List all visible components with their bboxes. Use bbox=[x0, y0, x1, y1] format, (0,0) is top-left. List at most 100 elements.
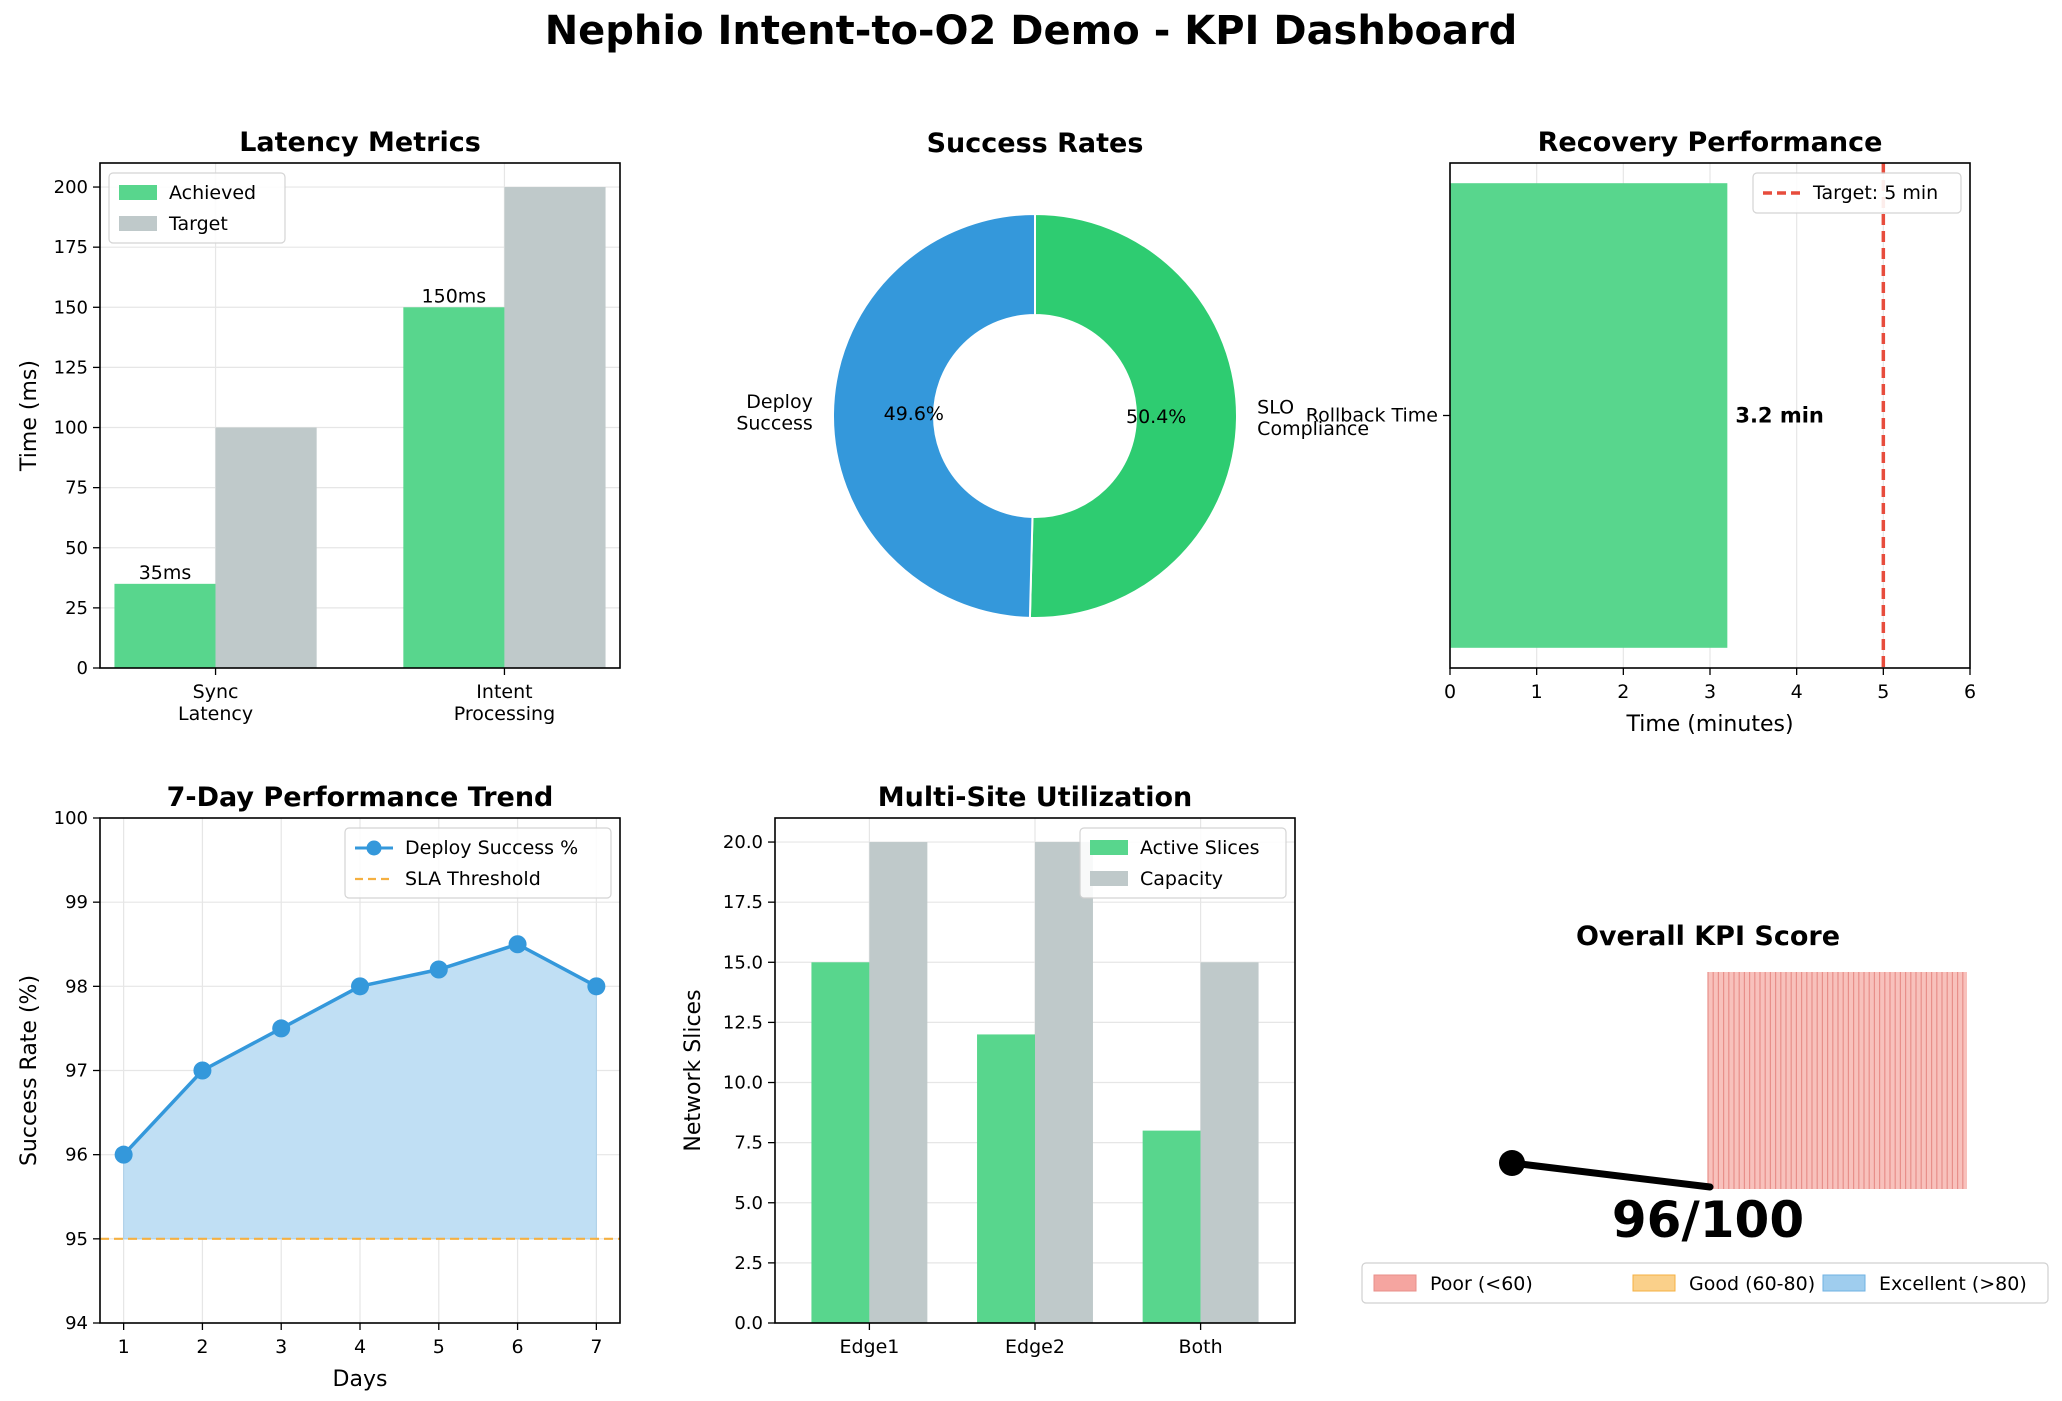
y-axis-label: Time (ms) bbox=[17, 360, 42, 472]
pie-pct-label: 50.4% bbox=[1126, 406, 1186, 428]
chart-latency-metrics: 0 25 50 75 100 125 150 175 200 35ms 150ms Sync Laten… bbox=[17, 127, 621, 725]
chart-title: Overall KPI Score bbox=[1576, 921, 1840, 952]
x-tick-label: 5 bbox=[433, 1336, 445, 1358]
chart-multi-site-utilization: 0.0 2.5 5.0 7.5 10.0 12.5 15.0 17.5 20.0 Edge1 Edg… bbox=[681, 782, 1296, 1358]
x-tick-label: 0 bbox=[1444, 681, 1456, 703]
bar-achieved bbox=[114, 583, 216, 668]
pie-slice-1 bbox=[832, 212, 1036, 619]
legend-label-1: Good (60-80) bbox=[1689, 1273, 1815, 1295]
bar-target bbox=[215, 427, 317, 668]
y-tick-label: 50 bbox=[65, 538, 88, 559]
x-tick-label: 2 bbox=[1617, 681, 1629, 703]
y-tick-label: 20.0 bbox=[723, 832, 763, 853]
bar-capacity bbox=[869, 842, 928, 1323]
x-tick-label: 4 bbox=[1791, 681, 1803, 703]
y-tick-label: 10.0 bbox=[723, 1073, 763, 1094]
x-tick-label: 4 bbox=[354, 1336, 366, 1358]
pie-slice-label: SLO Compliance bbox=[1257, 396, 1369, 440]
legend-box bbox=[1361, 1262, 2049, 1304]
y-tick-label: 12.5 bbox=[723, 1012, 763, 1033]
bar-active-slices bbox=[811, 962, 870, 1323]
chart-title: Latency Metrics bbox=[239, 127, 481, 158]
pie-pct-label: 49.6% bbox=[884, 403, 944, 425]
legend-swatch-0 bbox=[119, 185, 157, 200]
legend-marker-0 bbox=[366, 840, 382, 856]
y-tick-label: 25 bbox=[65, 598, 88, 619]
chart-title: Multi-Site Utilization bbox=[878, 782, 1193, 813]
y-tick-label: 98 bbox=[65, 976, 88, 997]
x-tick-label: 3 bbox=[275, 1336, 287, 1358]
legend-label-0: Poor (<60) bbox=[1430, 1273, 1533, 1295]
trend-point bbox=[587, 977, 606, 996]
y-tick-label: 2.5 bbox=[734, 1253, 763, 1274]
x-tick-label: 3 bbox=[1704, 681, 1716, 703]
x-tick-label: 7 bbox=[590, 1336, 602, 1358]
bar-data-label: 35ms bbox=[139, 562, 192, 584]
chart-title: Recovery Performance bbox=[1538, 127, 1883, 158]
trend-point bbox=[114, 1145, 133, 1164]
legend-label-0: Deploy Success % bbox=[405, 837, 578, 859]
x-tick-label: 5 bbox=[1877, 681, 1889, 703]
y-tick-label: Rollback Time bbox=[1306, 405, 1438, 427]
y-tick-label: 17.5 bbox=[723, 892, 763, 913]
y-axis-label: Network Slices bbox=[681, 989, 706, 1151]
recovery-legend: Target: 5 min bbox=[1752, 172, 1962, 214]
x-tick-label: 1 bbox=[118, 1336, 130, 1358]
y-tick-label: 7.5 bbox=[734, 1133, 763, 1154]
x-tick-label: 6 bbox=[512, 1336, 524, 1358]
x-tick-label: Edge2 bbox=[1005, 1336, 1065, 1358]
bar-target bbox=[504, 187, 606, 669]
legend-label-0: Achieved bbox=[169, 182, 256, 204]
axes-frame bbox=[1449, 162, 1971, 669]
legend-swatch-1 bbox=[119, 216, 157, 231]
x-axis-label: Days bbox=[333, 1367, 388, 1392]
gauge-legend: Poor (<60) Good (60-80) Excellent (>80) bbox=[1361, 1262, 2049, 1304]
x-tick-label: 6 bbox=[1964, 681, 1976, 703]
bar-rollback-time bbox=[1450, 183, 1728, 648]
pie-slice-0 bbox=[1028, 212, 1238, 619]
axes-frame bbox=[99, 162, 621, 669]
y-tick-label: 75 bbox=[65, 478, 88, 499]
chart-title: Success Rates bbox=[927, 128, 1144, 159]
chart-title: 7-Day Performance Trend bbox=[167, 782, 554, 813]
axes-frame bbox=[774, 817, 1296, 1324]
x-tick-label: 1 bbox=[1531, 681, 1543, 703]
y-tick-label: 0.0 bbox=[734, 1313, 763, 1334]
legend-label-1: SLA Threshold bbox=[405, 868, 541, 890]
bar-active-slices bbox=[1142, 1130, 1201, 1323]
legend-label-1: Target bbox=[168, 213, 228, 235]
x-axis-label: Time (minutes) bbox=[1625, 712, 1793, 737]
legend-label-0: Active Slices bbox=[1140, 837, 1259, 859]
y-tick-label: 99 bbox=[65, 892, 88, 913]
trend-point bbox=[193, 1061, 212, 1080]
x-tick-label: 2 bbox=[196, 1336, 208, 1358]
legend-label-0: Target: 5 min bbox=[1812, 182, 1938, 204]
trend-point bbox=[272, 1019, 291, 1038]
axes-frame bbox=[99, 817, 621, 1324]
y-tick-label: 125 bbox=[54, 357, 88, 378]
legend-box bbox=[1752, 172, 1962, 214]
y-tick-label: 100 bbox=[54, 808, 88, 829]
chart-success-rates: 50.4% SLO Compliance 49.6% Deploy Success Succ… bbox=[736, 128, 1369, 619]
y-tick-label: 100 bbox=[54, 418, 88, 439]
gauge-score-label: 96/100 bbox=[1612, 1191, 1804, 1249]
gauge-needle bbox=[1508, 1159, 1714, 1191]
chart-7-day-trend: 94 95 96 97 98 99 100 1 2 3 4 5 6 7 Days Success Rate (… bbox=[17, 782, 621, 1392]
bar-capacity bbox=[1035, 842, 1093, 1323]
pie-slice-label: Deploy Success bbox=[736, 391, 812, 435]
legend-swatch-0 bbox=[1373, 1274, 1417, 1292]
x-tick-label: Sync Latency bbox=[178, 681, 253, 725]
x-tick-label: Intent Processing bbox=[454, 681, 555, 725]
chart-recovery-performance: 0 1 2 3 4 5 6 3.2 min Rollback Time Time (minutes… bbox=[1306, 127, 1976, 737]
y-tick-label: 97 bbox=[65, 1061, 88, 1082]
legend-box bbox=[344, 827, 612, 899]
legend-swatch-1 bbox=[1090, 871, 1128, 886]
x-tick-label: Both bbox=[1179, 1336, 1223, 1358]
y-tick-label: 95 bbox=[65, 1229, 88, 1250]
legend-swatch-0 bbox=[1090, 840, 1128, 855]
legend-swatch-1 bbox=[1632, 1274, 1676, 1292]
y-tick-label: 15.0 bbox=[723, 952, 763, 973]
bar-data-label: 150ms bbox=[422, 285, 487, 307]
gauge-needle-hub bbox=[1499, 1150, 1525, 1176]
